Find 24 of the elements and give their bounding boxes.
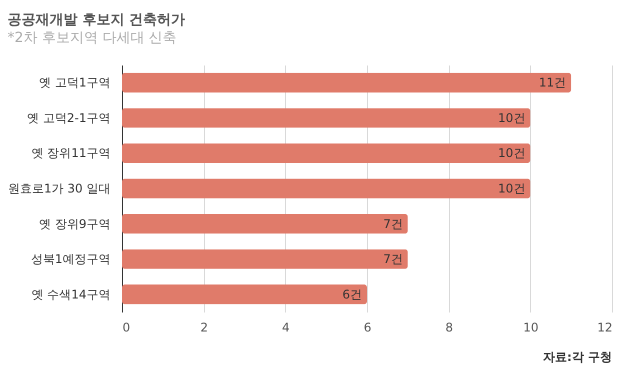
chart-subtitle: *2차 후보지역 다세대 신축: [7, 30, 177, 46]
x-tick-label: 0: [122, 320, 130, 334]
y-tick-label: 옛 장위11구역: [31, 146, 110, 160]
data-label: 10건: [498, 182, 526, 196]
y-tick-label: 옛 수색14구역: [31, 287, 110, 302]
y-tick-label: 옛 고덕2-1구역: [27, 110, 110, 125]
data-label: 7건: [383, 252, 403, 266]
y-tick-label: 옛 고덕1구역: [39, 76, 110, 90]
x-tick-label: 2: [200, 320, 208, 334]
data-label: 11건: [538, 76, 566, 90]
x-tick-label: 4: [282, 320, 290, 334]
data-label: 6건: [342, 287, 362, 302]
x-tick-label: 8: [445, 320, 453, 334]
y-tick-label: 옛 장위9구역: [39, 216, 110, 231]
chart-title: 공공재개발 후보지 건축허가: [7, 12, 186, 28]
x-tick-label: 10: [523, 320, 538, 334]
x-tick-label: 6: [364, 320, 372, 334]
y-tick-label: 원효로1가 30 일대: [8, 182, 110, 196]
data-label: 10건: [498, 110, 526, 125]
data-label: 7건: [383, 216, 403, 231]
text: 자료:각 구청: [543, 350, 612, 364]
y-tick-label: 성북1예정구역: [30, 252, 110, 266]
data-label: 10건: [498, 146, 526, 160]
x-tick-label: 12: [597, 320, 612, 334]
